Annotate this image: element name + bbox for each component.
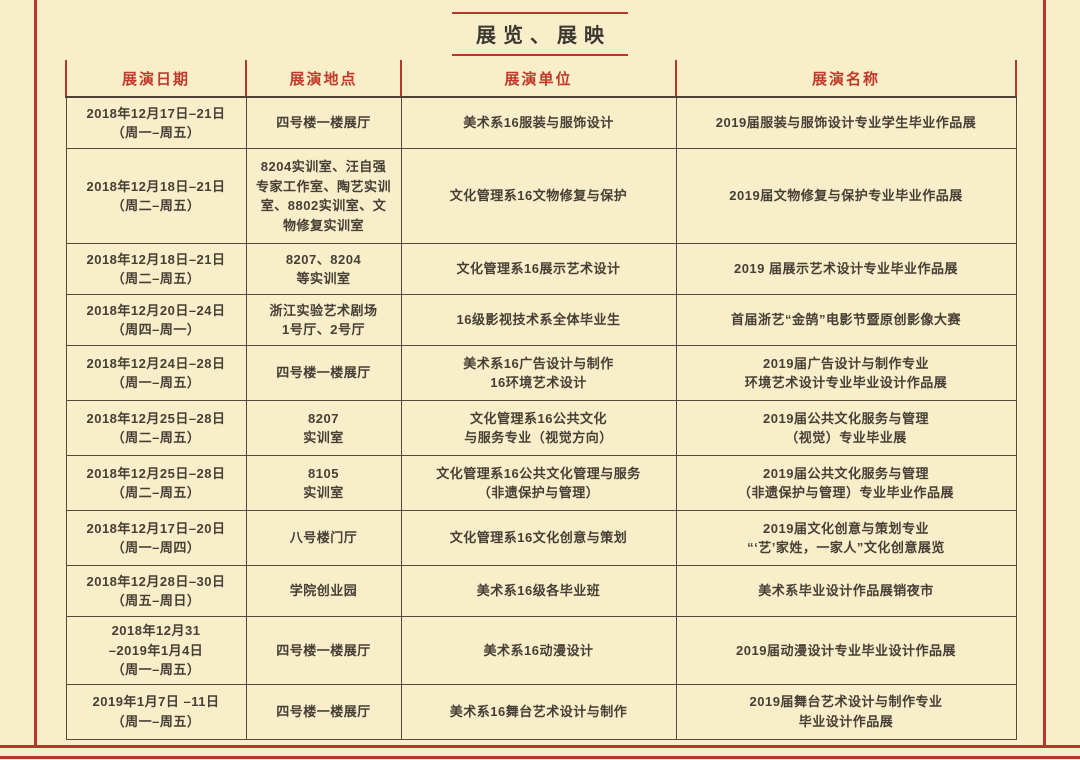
cell-date: 2018年12月24日–28日 （周一–周五） bbox=[65, 345, 247, 401]
title-rule-top bbox=[452, 12, 628, 14]
cell-date: 2018年12月28日–30日 （周五–周日） bbox=[65, 565, 247, 617]
column-header-unit: 展演单位 bbox=[400, 60, 677, 98]
cell-name: 2019届公共文化服务与管理 （视觉）专业毕业展 bbox=[675, 400, 1017, 456]
table-row: 2018年12月25日–28日 （周二–周五） 8105 实训室 文化管理系16… bbox=[65, 455, 1017, 511]
cell-unit: 美术系16动漫设计 bbox=[400, 616, 677, 685]
column-header-name: 展演名称 bbox=[675, 60, 1017, 98]
cell-unit: 文化管理系16文物修复与保护 bbox=[400, 148, 677, 244]
cell-name: 首届浙艺“金鹄”电影节暨原创影像大赛 bbox=[675, 294, 1017, 346]
cell-location: 四号楼一楼展厅 bbox=[245, 683, 402, 740]
cell-location: 八号楼门厅 bbox=[245, 510, 402, 566]
cell-unit: 文化管理系16公共文化 与服务专业（视觉方向） bbox=[400, 400, 677, 456]
table-header-row: 展演日期 展演地点 展演单位 展演名称 bbox=[65, 60, 1017, 98]
page-title: 展览、展映 bbox=[476, 25, 611, 47]
cell-location: 学院创业园 bbox=[245, 565, 402, 617]
cell-unit: 美术系16广告设计与制作 16环境艺术设计 bbox=[400, 345, 677, 401]
cell-location: 四号楼一楼展厅 bbox=[245, 96, 402, 149]
cell-name: 2019届动漫设计专业毕业设计作品展 bbox=[675, 616, 1017, 685]
cell-date: 2018年12月25日–28日 （周二–周五） bbox=[65, 455, 247, 511]
cell-unit: 美术系16服装与服饰设计 bbox=[400, 96, 677, 149]
cell-location: 四号楼一楼展厅 bbox=[245, 616, 402, 685]
table-row: 2018年12月17日–20日 （周一–周四） 八号楼门厅 文化管理系16文化创… bbox=[65, 510, 1017, 566]
cell-name: 2019届广告设计与制作专业 环境艺术设计专业毕业设计作品展 bbox=[675, 345, 1017, 401]
cell-date: 2018年12月20日–24日 （周四–周一） bbox=[65, 294, 247, 346]
cell-date: 2018年12月25日–28日 （周二–周五） bbox=[65, 400, 247, 456]
cell-name: 2019届文物修复与保护专业毕业作品展 bbox=[675, 148, 1017, 244]
cell-date: 2018年12月17日–20日 （周一–周四） bbox=[65, 510, 247, 566]
column-header-date: 展演日期 bbox=[65, 60, 247, 98]
cell-name: 2019 届展示艺术设计专业毕业作品展 bbox=[675, 243, 1017, 295]
cell-name: 2019届服装与服饰设计专业学生毕业作品展 bbox=[675, 96, 1017, 149]
cell-name: 美术系毕业设计作品展销夜市 bbox=[675, 565, 1017, 617]
frame-line-bottom-outer bbox=[0, 745, 1080, 748]
cell-unit: 文化管理系16展示艺术设计 bbox=[400, 243, 677, 295]
cell-unit: 美术系16舞台艺术设计与制作 bbox=[400, 683, 677, 740]
cell-unit: 文化管理系16文化创意与策划 bbox=[400, 510, 677, 566]
table-row: 2018年12月28日–30日 （周五–周日） 学院创业园 美术系16级各毕业班… bbox=[65, 565, 1017, 617]
table-row: 2018年12月25日–28日 （周二–周五） 8207 实训室 文化管理系16… bbox=[65, 400, 1017, 456]
frame-line-left bbox=[34, 0, 37, 748]
page-title-block: 展览、展映 bbox=[450, 12, 630, 56]
cell-unit: 16级影视技术系全体毕业生 bbox=[400, 294, 677, 346]
cell-location: 8207、8204 等实训室 bbox=[245, 243, 402, 295]
cell-name: 2019届公共文化服务与管理 （非遗保护与管理）专业毕业作品展 bbox=[675, 455, 1017, 511]
cell-location: 浙江实验艺术剧场 1号厅、2号厅 bbox=[245, 294, 402, 346]
cell-unit: 文化管理系16公共文化管理与服务 （非遗保护与管理） bbox=[400, 455, 677, 511]
cell-date: 2018年12月18日–21日 （周二–周五） bbox=[65, 148, 247, 244]
title-rule-bottom bbox=[452, 54, 628, 56]
table-row: 2019年1月7日 –11日 （周一–周五） 四号楼一楼展厅 美术系16舞台艺术… bbox=[65, 683, 1017, 740]
table-row: 2018年12月24日–28日 （周一–周五） 四号楼一楼展厅 美术系16广告设… bbox=[65, 345, 1017, 401]
table-row: 2018年12月20日–24日 （周四–周一） 浙江实验艺术剧场 1号厅、2号厅… bbox=[65, 294, 1017, 346]
table-row: 2018年12月31 –2019年1月4日 （周一–周五） 四号楼一楼展厅 美术… bbox=[65, 616, 1017, 685]
column-header-location: 展演地点 bbox=[245, 60, 402, 98]
table-row: 2018年12月18日–21日 （周二–周五） 8207、8204 等实训室 文… bbox=[65, 243, 1017, 295]
schedule-table: 展演日期 展演地点 展演单位 展演名称 2018年12月17日–21日 （周一–… bbox=[65, 60, 1017, 740]
cell-location: 8207 实训室 bbox=[245, 400, 402, 456]
cell-date: 2018年12月18日–21日 （周二–周五） bbox=[65, 243, 247, 295]
cell-date: 2019年1月7日 –11日 （周一–周五） bbox=[65, 683, 247, 740]
cell-date: 2018年12月31 –2019年1月4日 （周一–周五） bbox=[65, 616, 247, 685]
cell-name: 2019届文化创意与策划专业 “‘艺’家姓，一家人”文化创意展览 bbox=[675, 510, 1017, 566]
table-row: 2018年12月17日–21日 （周一–周五） 四号楼一楼展厅 美术系16服装与… bbox=[65, 96, 1017, 149]
cell-location: 8204实训室、汪自强专家工作室、陶艺实训室、8802实训室、文物修复实训室 bbox=[245, 148, 402, 244]
table-row: 2018年12月18日–21日 （周二–周五） 8204实训室、汪自强专家工作室… bbox=[65, 148, 1017, 244]
cell-name: 2019届舞台艺术设计与制作专业 毕业设计作品展 bbox=[675, 683, 1017, 740]
cell-unit: 美术系16级各毕业班 bbox=[400, 565, 677, 617]
frame-line-bottom-inner bbox=[0, 756, 1080, 759]
frame-line-right bbox=[1043, 0, 1046, 748]
cell-date: 2018年12月17日–21日 （周一–周五） bbox=[65, 96, 247, 149]
cell-location: 四号楼一楼展厅 bbox=[245, 345, 402, 401]
cell-location: 8105 实训室 bbox=[245, 455, 402, 511]
